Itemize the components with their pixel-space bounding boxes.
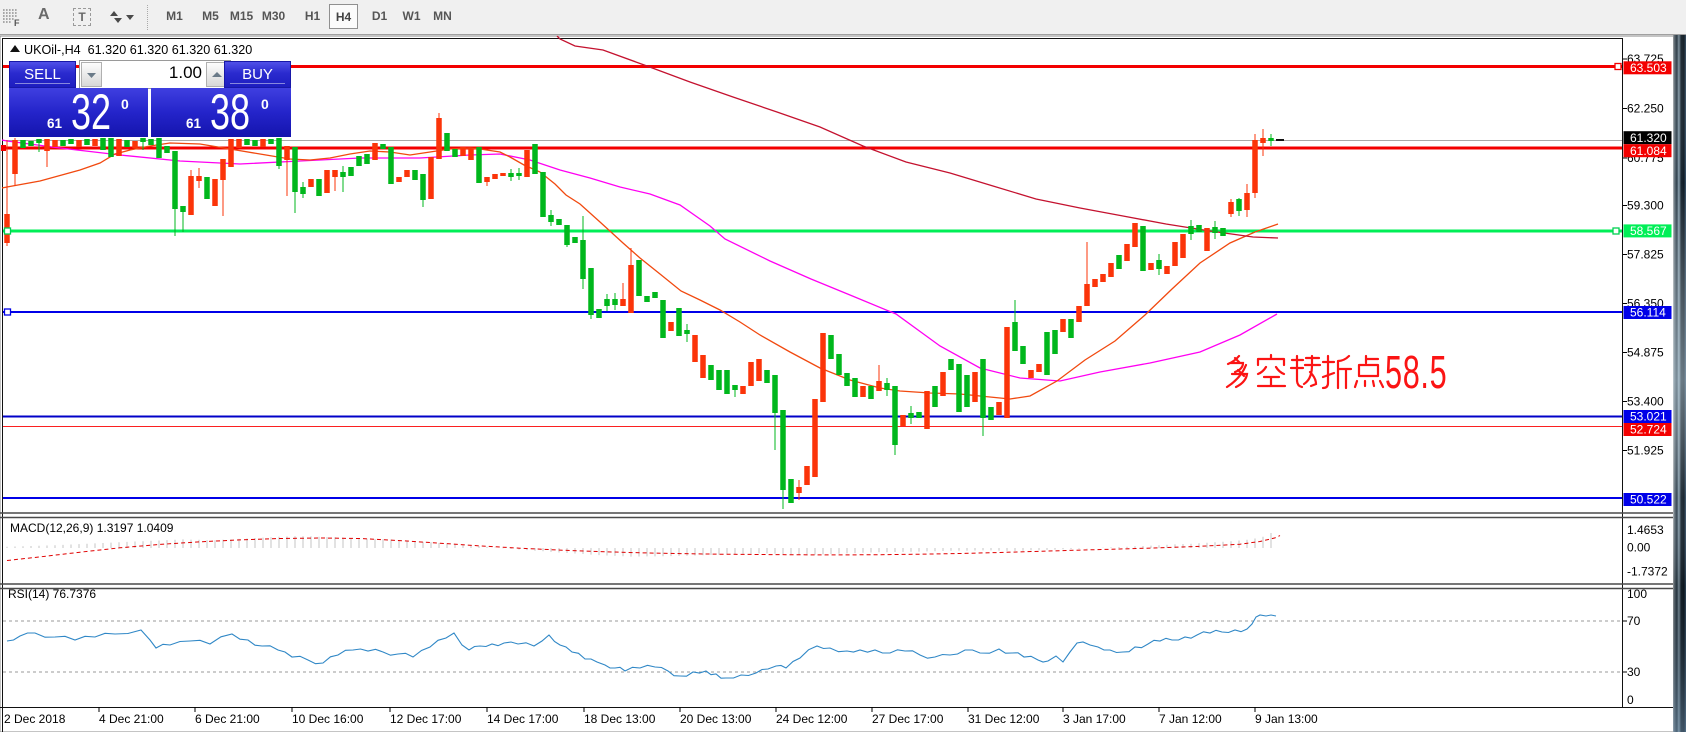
svg-text:0: 0 (1627, 693, 1634, 707)
svg-text:18 Dec 13:00: 18 Dec 13:00 (584, 712, 656, 726)
svg-text:6 Dec 21:00: 6 Dec 21:00 (195, 712, 260, 726)
svg-text:61.084: 61.084 (1630, 144, 1667, 158)
svg-text:58.567: 58.567 (1630, 224, 1667, 238)
svg-text:0.00: 0.00 (1627, 541, 1651, 555)
svg-text:UKOil-,H4 61.320 61.320 61.32: UKOil-,H4 61.320 61.320 61.320 61.320 (24, 43, 252, 57)
svg-text:14 Dec 17:00: 14 Dec 17:00 (487, 712, 559, 726)
svg-text:7 Jan 12:00: 7 Jan 12:00 (1159, 712, 1222, 726)
svg-text:10 Dec 16:00: 10 Dec 16:00 (292, 712, 364, 726)
svg-text:70: 70 (1627, 614, 1641, 628)
svg-text:F: F (14, 18, 20, 27)
svg-text:63.503: 63.503 (1630, 61, 1667, 75)
svg-text:52.724: 52.724 (1630, 423, 1667, 437)
svg-text:54.875: 54.875 (1627, 346, 1664, 360)
svg-text:56.114: 56.114 (1630, 306, 1666, 320)
svg-text:27 Dec 17:00: 27 Dec 17:00 (872, 712, 944, 726)
svg-text:58.5: 58.5 (1385, 347, 1447, 399)
svg-text:30: 30 (1627, 665, 1641, 679)
svg-text:59.300: 59.300 (1627, 199, 1664, 213)
svg-text:31 Dec 12:00: 31 Dec 12:00 (968, 712, 1040, 726)
svg-text:50.522: 50.522 (1630, 493, 1667, 507)
svg-text:-1.7372: -1.7372 (1627, 565, 1668, 579)
svg-text:51.925: 51.925 (1627, 444, 1664, 458)
svg-text:9 Jan 13:00: 9 Jan 13:00 (1255, 712, 1318, 726)
svg-text:100: 100 (1627, 587, 1647, 601)
svg-text:24 Dec 12:00: 24 Dec 12:00 (776, 712, 848, 726)
svg-text:62.250: 62.250 (1627, 102, 1664, 116)
svg-text:57.825: 57.825 (1627, 248, 1664, 262)
svg-text:MACD(12,26,9) 1.3197 1.0409: MACD(12,26,9) 1.3197 1.0409 (10, 521, 174, 535)
svg-text:3 Jan 17:00: 3 Jan 17:00 (1063, 712, 1126, 726)
svg-text:1.4653: 1.4653 (1627, 523, 1664, 537)
svg-text:12 Dec 17:00: 12 Dec 17:00 (390, 712, 462, 726)
svg-text:2 Dec 2018: 2 Dec 2018 (4, 712, 66, 726)
svg-text:53.021: 53.021 (1630, 410, 1667, 424)
svg-text:20 Dec 13:00: 20 Dec 13:00 (680, 712, 752, 726)
svg-text:61.320: 61.320 (1630, 131, 1667, 145)
svg-text:4 Dec 21:00: 4 Dec 21:00 (99, 712, 164, 726)
svg-text:RSI(14) 76.7376: RSI(14) 76.7376 (8, 587, 96, 601)
svg-text:53.400: 53.400 (1627, 395, 1664, 409)
